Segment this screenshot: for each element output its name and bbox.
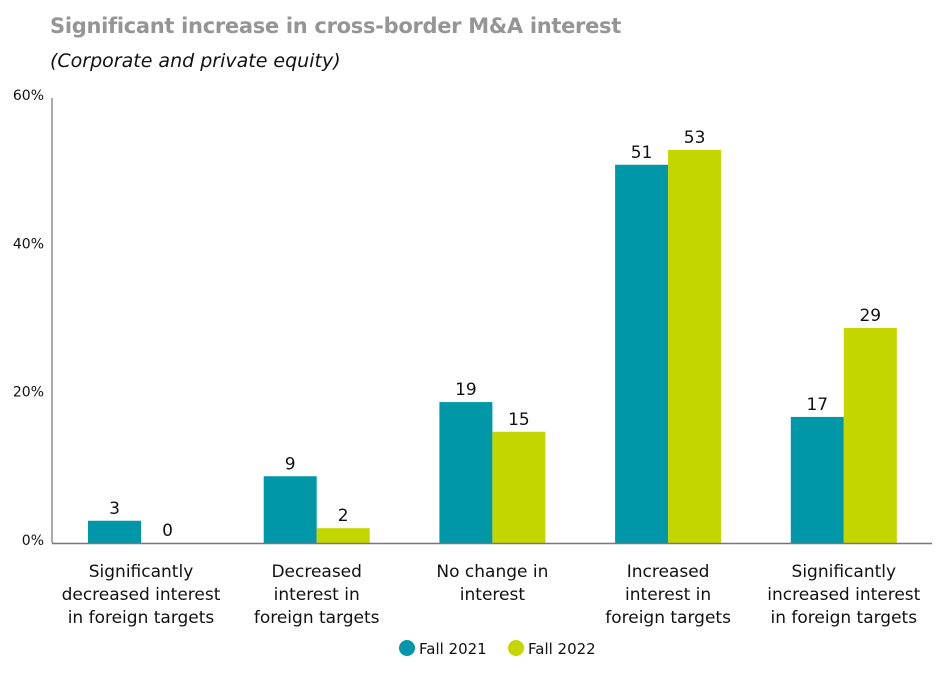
- bar-fall-2022: [843, 327, 897, 543]
- legend-marker: [399, 640, 415, 656]
- data-label: 3: [109, 499, 120, 519]
- data-label: 19: [455, 380, 477, 400]
- legend-label: Fall 2021: [419, 640, 487, 658]
- data-label: 0: [162, 521, 173, 541]
- data-label: 29: [859, 306, 881, 326]
- bar-fall-2021: [615, 164, 669, 543]
- x-category-label: Increased interest in foreign targets: [605, 562, 731, 628]
- x-category-label: No change in interest: [436, 562, 548, 605]
- bar-fall-2021: [790, 416, 844, 543]
- bar-fall-2021: [439, 402, 493, 543]
- data-label: 9: [285, 454, 296, 474]
- data-label: 53: [684, 128, 706, 148]
- bar-fall-2022: [316, 528, 370, 543]
- data-label: 51: [631, 143, 653, 163]
- y-tick-label: 60%: [13, 88, 44, 104]
- bar-fall-2021: [263, 476, 317, 543]
- x-category-label: Significantly decreased interest in foreig…: [62, 562, 221, 628]
- chart-subtitle: (Corporate and private equity): [50, 50, 341, 72]
- bar-fall-2022: [492, 431, 546, 543]
- legend-label: Fall 2022: [528, 640, 596, 658]
- x-category-label: Significantly increased interest in foreig…: [767, 562, 920, 628]
- y-tick-label: 20%: [13, 385, 44, 401]
- x-category-label: Decreased interest in foreign targets: [254, 562, 380, 628]
- data-label: 17: [806, 395, 828, 415]
- data-label: 2: [338, 506, 349, 526]
- chart-title: Significant increase in cross-border M&A…: [50, 14, 621, 38]
- data-label: 15: [508, 410, 530, 430]
- y-tick-label: 40%: [13, 236, 44, 252]
- bar-fall-2021: [88, 520, 141, 543]
- y-tick-label: 0%: [22, 533, 44, 549]
- legend-marker: [508, 640, 524, 656]
- bar-fall-2022: [668, 149, 722, 543]
